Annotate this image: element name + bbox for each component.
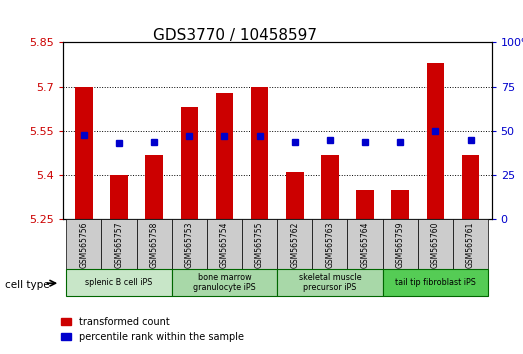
FancyBboxPatch shape (418, 219, 453, 271)
Text: tail tip fibroblast iPS: tail tip fibroblast iPS (395, 278, 476, 287)
FancyBboxPatch shape (207, 219, 242, 271)
Text: GSM565754: GSM565754 (220, 222, 229, 268)
FancyBboxPatch shape (172, 269, 277, 296)
Text: GSM565759: GSM565759 (396, 222, 405, 268)
Text: GSM565764: GSM565764 (360, 222, 370, 268)
Text: GSM565761: GSM565761 (466, 222, 475, 268)
Bar (356, 190, 374, 219)
Text: GSM565756: GSM565756 (79, 222, 88, 268)
FancyBboxPatch shape (172, 219, 207, 271)
Bar (427, 63, 444, 219)
Bar (75, 87, 93, 219)
Bar (286, 172, 303, 219)
FancyBboxPatch shape (66, 219, 101, 271)
Text: GSM565757: GSM565757 (115, 222, 123, 268)
Text: GSM565763: GSM565763 (325, 222, 334, 268)
Bar (180, 107, 198, 219)
Text: GSM565755: GSM565755 (255, 222, 264, 268)
Bar (391, 190, 409, 219)
FancyBboxPatch shape (66, 269, 172, 296)
Text: skeletal muscle
precursor iPS: skeletal muscle precursor iPS (299, 273, 361, 292)
FancyBboxPatch shape (383, 219, 418, 271)
FancyBboxPatch shape (242, 219, 277, 271)
FancyBboxPatch shape (347, 219, 383, 271)
FancyBboxPatch shape (312, 219, 347, 271)
Text: GDS3770 / 10458597: GDS3770 / 10458597 (153, 28, 317, 43)
Bar (321, 155, 339, 219)
Legend: transformed count, percentile rank within the sample: transformed count, percentile rank withi… (57, 313, 247, 346)
FancyBboxPatch shape (137, 219, 172, 271)
Text: GSM565760: GSM565760 (431, 222, 440, 268)
Bar (462, 155, 479, 219)
Text: cell type: cell type (5, 280, 50, 290)
FancyBboxPatch shape (453, 219, 488, 271)
FancyBboxPatch shape (277, 269, 383, 296)
Bar (251, 87, 268, 219)
Bar (215, 93, 233, 219)
Text: bone marrow
granulocyte iPS: bone marrow granulocyte iPS (193, 273, 256, 292)
Text: splenic B cell iPS: splenic B cell iPS (85, 278, 153, 287)
Text: GSM565758: GSM565758 (150, 222, 158, 268)
FancyBboxPatch shape (101, 219, 137, 271)
Text: GSM565753: GSM565753 (185, 222, 194, 268)
Bar (145, 155, 163, 219)
Text: GSM565762: GSM565762 (290, 222, 299, 268)
FancyBboxPatch shape (277, 219, 312, 271)
Bar (110, 175, 128, 219)
FancyBboxPatch shape (383, 269, 488, 296)
